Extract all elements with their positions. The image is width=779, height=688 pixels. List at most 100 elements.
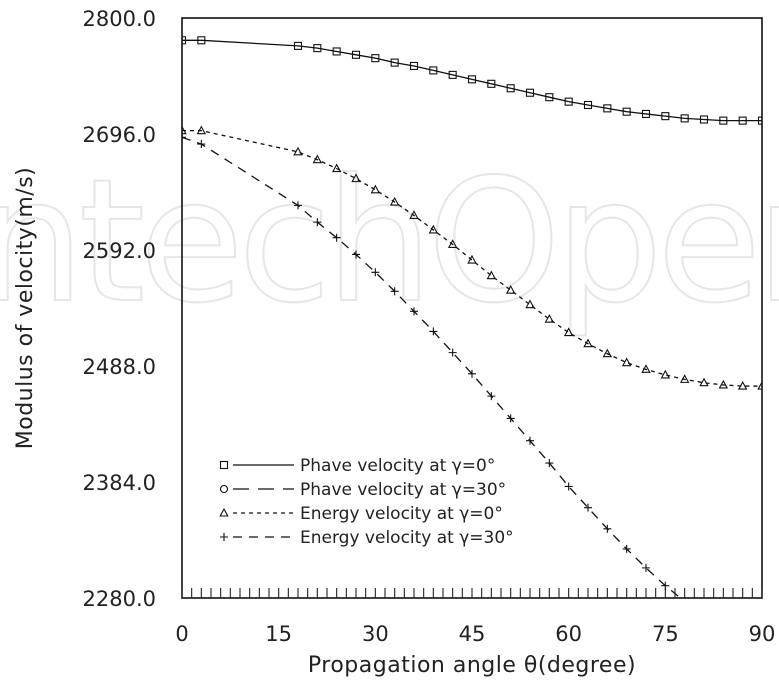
plus-marker	[506, 414, 515, 423]
triangle-marker	[699, 377, 709, 387]
square-marker	[564, 97, 573, 106]
triangle-marker	[486, 270, 497, 280]
square-marker	[448, 70, 457, 79]
x-tick-label: 30	[362, 622, 389, 646]
x-tick-label: 60	[555, 622, 582, 646]
square-marker	[699, 115, 709, 124]
plus-marker	[468, 369, 476, 378]
square-marker	[757, 116, 762, 125]
triangle-marker	[660, 369, 671, 379]
legend-label: Phave velocity at γ=30°	[300, 480, 506, 500]
plus-marker	[661, 581, 670, 590]
triangle-marker	[505, 285, 516, 294]
triangle-marker	[679, 374, 690, 383]
square-marker	[197, 36, 206, 45]
triangle-marker	[544, 314, 555, 323]
plus-marker	[719, 621, 727, 629]
square-marker	[738, 116, 747, 125]
triangle-marker	[757, 380, 762, 390]
y-tick-label: 2800.0	[83, 7, 156, 31]
square-marker	[182, 36, 187, 45]
square-marker	[583, 100, 593, 110]
plus-marker	[642, 563, 650, 572]
triangle-marker	[219, 507, 229, 517]
triangle-marker	[563, 327, 574, 337]
square-marker	[719, 116, 728, 125]
legend-label: Phave velocity at γ=0°	[300, 456, 495, 476]
plus-marker	[197, 140, 206, 149]
plus-marker	[545, 459, 554, 468]
square-marker	[487, 79, 496, 88]
plus-marker	[182, 133, 186, 142]
plus-marker	[739, 627, 747, 635]
legend-label: Energy velocity at γ=0°	[300, 504, 503, 524]
plus-marker	[220, 533, 228, 541]
triangle-marker	[428, 224, 439, 234]
y-tick-label: 2488.0	[83, 355, 156, 379]
square-marker	[293, 41, 303, 50]
plus-marker	[700, 611, 708, 619]
plus-marker	[487, 392, 496, 401]
y-tick-labels: 2280.0 2384.0 2488.0 2592.0 2696.0 2800.…	[83, 7, 156, 611]
plus-marker	[526, 436, 534, 445]
square-marker	[467, 75, 477, 84]
series-line	[182, 39, 762, 122]
plus-marker	[371, 268, 380, 277]
watermark: IntechOpen	[0, 143, 779, 341]
series-4	[182, 133, 747, 635]
square-marker	[219, 460, 229, 470]
triangle-marker	[196, 125, 207, 135]
triangle-marker	[641, 364, 651, 373]
x-tick-label: 45	[459, 622, 486, 646]
triangle-marker	[621, 357, 632, 367]
triangle-marker	[467, 254, 477, 264]
plus-marker	[390, 287, 399, 296]
triangle-marker	[602, 348, 613, 358]
square-marker	[390, 58, 399, 67]
plus-marker	[603, 524, 612, 533]
triangle-marker	[312, 154, 323, 164]
circle-marker	[219, 484, 229, 494]
x-minor-ticks	[181, 588, 763, 598]
triangle-marker	[389, 196, 400, 206]
square-marker	[525, 88, 535, 97]
plus-marker	[564, 482, 573, 491]
plus-marker	[313, 218, 322, 227]
plus-marker	[584, 503, 592, 512]
plus-marker	[410, 307, 418, 316]
triangle-marker	[525, 299, 535, 309]
square-marker	[351, 50, 361, 59]
square-marker	[332, 47, 341, 56]
series-layer	[182, 36, 762, 635]
triangle-marker	[370, 184, 381, 194]
legend-label: Energy velocity at γ=30°	[300, 528, 514, 548]
plus-marker	[448, 348, 457, 357]
x-axis-title: Propagation angle θ(degree)	[308, 653, 636, 678]
x-tick-labels: 0 15 30 45 60 75 90	[175, 622, 775, 646]
y-axis-title: Modulus of velocity(m/s)	[13, 167, 38, 450]
series-1	[182, 36, 762, 125]
triangle-marker	[737, 380, 748, 390]
x-tick-label: 0	[175, 622, 188, 646]
y-tick-label: 2384.0	[83, 471, 156, 495]
legend: Phave velocity at γ=0° Phave velocity at…	[219, 456, 514, 548]
square-marker	[545, 93, 554, 102]
series-3	[182, 125, 762, 390]
triangle-marker	[718, 379, 729, 389]
plus-marker	[332, 233, 341, 242]
square-marker	[622, 107, 631, 116]
square-marker	[506, 84, 515, 93]
triangle-marker	[182, 125, 187, 135]
square-marker	[409, 61, 419, 71]
y-tick-label: 2696.0	[83, 123, 156, 147]
plus-marker	[429, 327, 438, 336]
triangle-marker	[331, 163, 342, 173]
plus-marker	[352, 250, 360, 259]
square-marker	[313, 44, 322, 53]
x-tick-label: 15	[265, 622, 292, 646]
plus-marker	[622, 544, 631, 553]
x-tick-label: 75	[652, 622, 679, 646]
triangle-marker	[293, 146, 303, 156]
square-marker	[680, 114, 689, 123]
y-tick-label: 2592.0	[83, 239, 156, 263]
